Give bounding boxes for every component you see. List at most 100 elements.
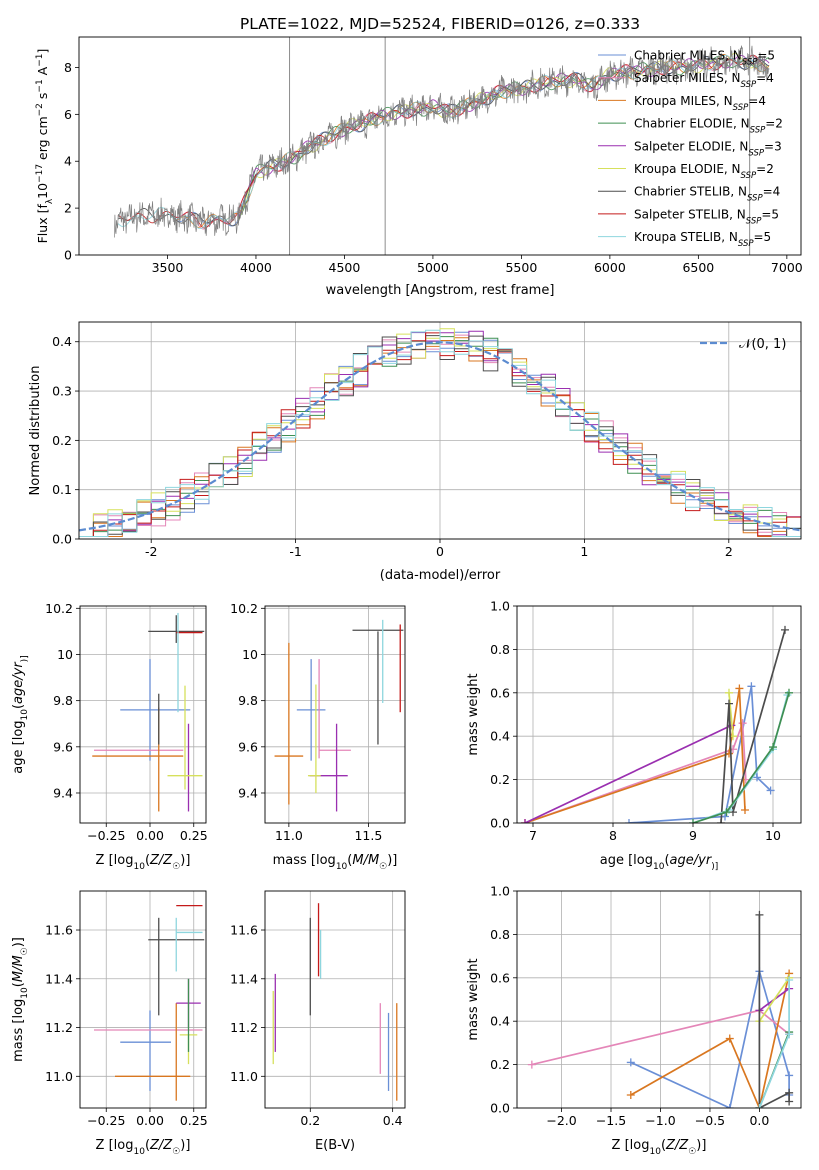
legend-label: Salpeter ELODIE, N xyxy=(634,139,748,153)
legend-sub: SSP xyxy=(742,58,758,68)
mass_vs_z-background xyxy=(80,891,206,1108)
age_vs_z-xtick-label: 0.00 xyxy=(136,828,164,843)
mass_vs_z-ytick-label: 11.6 xyxy=(45,923,73,938)
weight-marker xyxy=(725,699,733,708)
spectrum-legend-entry: Chabrier STELIB, NSSP=4 xyxy=(634,185,780,204)
legend-nssp: =5 xyxy=(754,230,772,244)
spectrum-ytick-label: 8 xyxy=(64,60,72,75)
spectrum-ylabel-part: A xyxy=(35,66,50,79)
spectrum-legend-entry: Salpeter MILES, NSSP=4 xyxy=(634,71,774,90)
weight-marker xyxy=(626,1090,635,1099)
age_vs_z-ytick-label: 9.6 xyxy=(53,739,73,754)
weight_vs_z-xtick-label: 0.0 xyxy=(749,1113,769,1128)
age_vs_mass-ytick-label: 10.2 xyxy=(230,601,258,616)
legend-label: Kroupa STELIB, N xyxy=(634,230,738,244)
legend-nssp: =4 xyxy=(756,71,774,85)
weight_vs_age-xlabel-part: ( xyxy=(664,853,669,868)
residuals-xtick-label: 2 xyxy=(725,544,733,559)
age_vs_mass-xlabel-part: M/M xyxy=(352,853,379,868)
age_vs_mass-xlabel-part: )] xyxy=(387,853,397,868)
figure-title: PLATE=1022, MJD=52524, FIBERID=0126, z=0… xyxy=(240,15,640,33)
weight_vs_z-xtick-label: −0.5 xyxy=(695,1113,725,1128)
weight_vs_z-xlabel-part: Z [log xyxy=(612,1138,650,1153)
weight-series-line xyxy=(630,973,790,1108)
mass_vs_ebv-frame xyxy=(264,890,406,1109)
age_vs_mass-xlabel: mass [log10(M/M☉)] xyxy=(273,853,398,872)
age_vs_mass-ytick-label: 9.8 xyxy=(238,693,258,708)
age_vs_mass-xlabel-part: ☉ xyxy=(379,862,387,872)
spectrum-legend-entry: Chabrier MILES, NSSP=5 xyxy=(634,49,775,68)
legend-sub: SSP xyxy=(750,126,766,136)
age_vs_mass-frame xyxy=(264,605,406,824)
weight_vs_z-xtick-label: −1.5 xyxy=(596,1113,626,1128)
age_vs_z-ytick-label: 10 xyxy=(57,647,73,662)
weight_vs_z-ytick-label: 0.6 xyxy=(490,970,510,985)
mass_vs_z-xlabel-part: 10 xyxy=(133,1147,145,1157)
weight-marker xyxy=(747,682,756,691)
mass_vs_z-errorbars xyxy=(94,904,205,1101)
spectrum-ylabel-part: −17 xyxy=(35,164,45,183)
weight_vs_age-ytick-label: 1.0 xyxy=(490,599,510,614)
age_vs_z-xlabel-part: ☉ xyxy=(172,862,180,872)
weight-marker xyxy=(725,1034,734,1043)
spectrum-lines xyxy=(114,37,770,255)
mass_vs_z-xlabel-part: Z/Z xyxy=(149,1138,173,1153)
legend-sub: SSP xyxy=(733,103,749,113)
spectrum-legend-entry: Kroupa ELODIE, NSSP=2 xyxy=(634,162,774,181)
weight_vs_age-xtick-label: 7 xyxy=(529,828,537,843)
weight_vs_z-xtick-label: −1.0 xyxy=(645,1113,675,1128)
mass_vs_z-ylabel-part: ☉ xyxy=(20,947,30,955)
age_vs_z-xlabel-part: 10 xyxy=(133,862,145,872)
weight-marker xyxy=(766,786,775,795)
residuals-xtick-label: 0 xyxy=(436,544,444,559)
spectrum-xtick-label: 6500 xyxy=(682,260,714,275)
weight-marker xyxy=(521,819,529,823)
weight_vs_z-panel: −2.0 −1.5 −1.0 −0.5 0.0 0.0 0.2 0.4 0.6 0.8 1.0 Z [… xyxy=(466,884,802,1157)
residuals-panel: -2 -1 0 1 2 0.0 0.1 0.2 0.3 0.4 (data-model)/error… xyxy=(28,321,802,583)
weight_vs_z-xlabel-part: )] xyxy=(696,1138,706,1153)
residuals-ytick-label: 0.4 xyxy=(52,334,72,349)
weight_vs_age-ytick-label: 0.0 xyxy=(490,816,510,831)
mass_vs_z-xlabel-part: Z [log xyxy=(96,1138,134,1153)
weight-marker xyxy=(725,1104,734,1108)
weight-marker xyxy=(626,1058,635,1067)
residuals-xtick-label: -2 xyxy=(145,544,157,559)
spectrum-ytick-label: 0 xyxy=(64,248,72,263)
legend-sub: SSP xyxy=(741,80,757,90)
weight-series-line xyxy=(728,692,734,737)
weight_vs_z-ytick-label: 0.4 xyxy=(490,1014,510,1029)
mass_vs_z-xlabel: Z [log10(Z/Z☉)] xyxy=(96,1138,191,1157)
age_vs_mass-errorbars xyxy=(274,619,404,812)
weight-marker xyxy=(717,819,725,823)
age_vs_mass-xtick-label: 11.0 xyxy=(275,828,303,843)
weight_vs_z-ytick-label: 0.8 xyxy=(490,927,510,942)
legend-nssp: =4 xyxy=(748,94,766,108)
weight-marker xyxy=(721,812,729,821)
legend-label: Kroupa ELODIE, N xyxy=(634,162,741,176)
spectrum-panel: 3500 4000 4500 5000 5500 6000 6500 7000 0 2 4 6 8 PLA… xyxy=(35,15,803,298)
age_vs_z-xtick-label: 0.25 xyxy=(180,828,208,843)
age_vs_z-ytick-label: 10.2 xyxy=(45,601,73,616)
mass_vs_z-ytick-label: 11.2 xyxy=(45,1020,73,1035)
weight_vs_z-xtick-label: −2.0 xyxy=(546,1113,576,1128)
age_vs_mass-ytick-label: 9.4 xyxy=(238,785,258,800)
age_vs_mass-xlabel-part: 10 xyxy=(336,862,348,872)
spectrum-xtick-label: 4500 xyxy=(329,260,361,275)
weight-marker xyxy=(785,1088,794,1097)
weight_vs_z-xlabel-part: ( xyxy=(661,1138,666,1153)
weight-series-line xyxy=(524,724,732,823)
weight_vs_age-ytick-label: 0.6 xyxy=(490,685,510,700)
age_vs_z-ylabel-part: )] xyxy=(20,655,30,662)
legend-label: Kroupa MILES, N xyxy=(634,94,733,108)
weight-marker xyxy=(785,1030,794,1039)
mass_vs_z-ytick-label: 11.4 xyxy=(45,971,73,986)
legend-label: Salpeter STELIB, N xyxy=(634,207,746,221)
weight-series-line xyxy=(720,629,786,823)
age_vs_z-ylabel-part: ( xyxy=(11,704,26,709)
spectrum-ytick-label: 6 xyxy=(64,107,72,122)
age_vs_z-xlabel-part: Z [log xyxy=(96,853,134,868)
legend-label: Salpeter MILES, N xyxy=(634,71,741,85)
residual-histogram-step xyxy=(79,329,801,537)
weight_vs_age-xtick-label: 8 xyxy=(609,828,617,843)
spectrum-xlabel: wavelength [Angstrom, rest frame] xyxy=(326,283,555,298)
